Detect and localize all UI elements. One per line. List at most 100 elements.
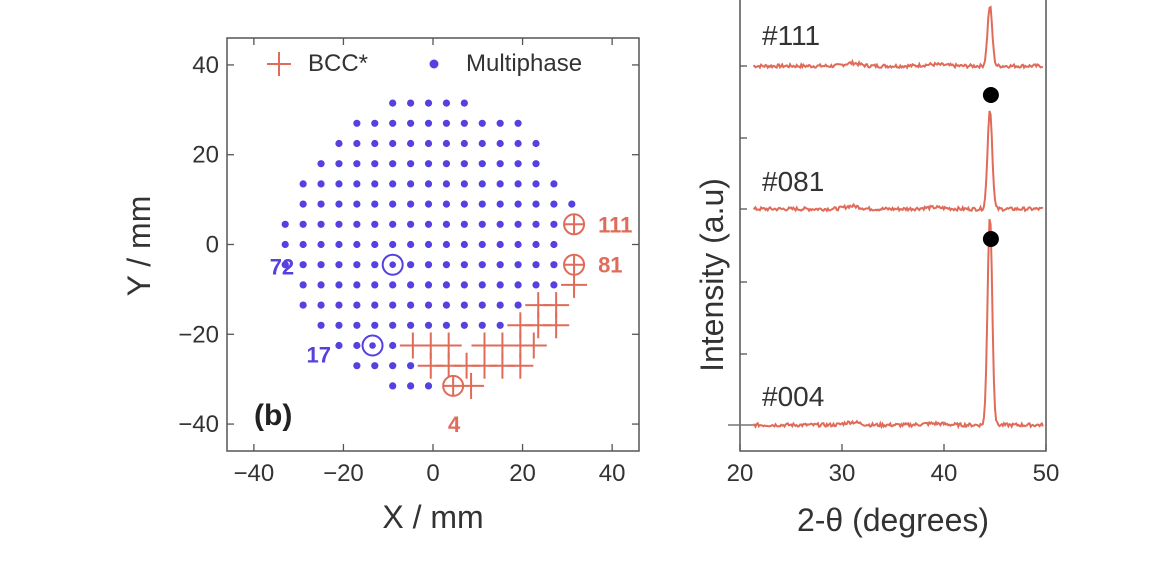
bcc-point xyxy=(561,271,588,298)
multiphase-point xyxy=(460,119,468,127)
multiphase-point xyxy=(496,301,504,309)
peak-marker xyxy=(982,87,999,103)
multiphase-point xyxy=(424,382,433,390)
multiphase-point xyxy=(317,321,325,329)
multiphase-point xyxy=(371,220,379,228)
multiphase-point xyxy=(335,139,343,148)
multiphase-point xyxy=(371,160,379,168)
multiphase-point xyxy=(514,180,522,188)
multiphase-point xyxy=(389,301,397,309)
wafer-map-points xyxy=(281,99,588,399)
multiphase-point xyxy=(442,139,451,148)
multiphase-point xyxy=(514,301,522,309)
xrd-traces xyxy=(752,5,1044,430)
multiphase-point xyxy=(478,240,486,249)
multiphase-point xyxy=(424,281,433,289)
multiphase-point xyxy=(442,281,451,289)
multiphase-point xyxy=(460,160,468,168)
multiphase-point xyxy=(460,261,468,269)
multiphase-point xyxy=(389,220,397,228)
multiphase-point xyxy=(407,200,415,208)
sample-number-label: 72 xyxy=(270,255,294,280)
multiphase-point xyxy=(550,281,558,289)
multiphase-point xyxy=(496,220,504,228)
multiphase-point xyxy=(532,261,540,269)
multiphase-point xyxy=(407,160,415,168)
multiphase-point xyxy=(532,180,540,188)
multiphase-point xyxy=(496,139,504,148)
multiphase-point xyxy=(478,261,486,269)
multiphase-point xyxy=(353,321,361,329)
multiphase-point xyxy=(514,139,522,148)
multiphase-point xyxy=(407,281,415,289)
multiphase-point xyxy=(424,160,433,168)
multiphase-point xyxy=(496,281,504,289)
multiphase-point xyxy=(389,240,397,249)
multiphase-point xyxy=(299,281,307,289)
multiphase-point xyxy=(281,220,289,228)
multiphase-point xyxy=(317,200,325,208)
multiphase-point xyxy=(424,261,433,269)
multiphase-point xyxy=(281,240,289,249)
multiphase-point xyxy=(407,382,415,390)
multiphase-point xyxy=(335,281,343,289)
xrd-trace xyxy=(752,219,1044,430)
multiphase-point xyxy=(335,261,343,269)
multiphase-point xyxy=(335,180,343,188)
multiphase-point xyxy=(353,261,361,269)
trace-label-111: #111 xyxy=(762,20,820,51)
sample-annotation: 17 xyxy=(307,334,384,368)
multiphase-point xyxy=(389,99,397,107)
multiphase-point xyxy=(478,119,486,127)
sample-number-label: 4 xyxy=(448,412,461,437)
multiphase-point xyxy=(317,160,325,168)
multiphase-point xyxy=(496,160,504,168)
multiphase-point xyxy=(424,220,433,228)
multiphase-point xyxy=(442,99,451,107)
multiphase-point xyxy=(335,160,343,168)
xrd-x-tick-label: 40 xyxy=(931,460,958,487)
x-tick-label: −40 xyxy=(234,460,275,487)
multiphase-point xyxy=(389,321,397,329)
multiphase-point xyxy=(478,200,486,208)
panel-label: (b) xyxy=(254,399,292,432)
multiphase-point xyxy=(496,240,504,249)
multiphase-point xyxy=(335,220,343,228)
trace-label-081: #081 xyxy=(762,166,824,197)
multiphase-point xyxy=(353,200,361,208)
xrd-frame xyxy=(739,0,1047,452)
multiphase-point xyxy=(478,301,486,309)
multiphase-point xyxy=(371,261,379,269)
sample-annotation: 111 xyxy=(563,212,632,237)
multiphase-point xyxy=(407,180,415,188)
y-tick-label: 20 xyxy=(192,142,219,169)
multiphase-point xyxy=(371,180,379,188)
multiphase-point xyxy=(407,99,415,107)
multiphase-point xyxy=(514,220,522,228)
multiphase-point xyxy=(299,301,307,309)
multiphase-point xyxy=(371,139,379,148)
multiphase-point xyxy=(514,160,522,168)
legend: BCC* Multiphase xyxy=(267,50,582,77)
multiphase-point xyxy=(407,139,415,148)
multiphase-point xyxy=(335,200,343,208)
multiphase-point xyxy=(496,200,504,208)
y-axis-title-xrd: Intensity (a.u) xyxy=(694,178,730,372)
multiphase-point xyxy=(389,341,397,350)
multiphase-point xyxy=(496,261,504,269)
multiphase-point xyxy=(335,240,343,249)
multiphase-point xyxy=(496,180,504,188)
multiphase-point xyxy=(407,220,415,228)
multiphase-point xyxy=(550,261,558,269)
multiphase-point xyxy=(353,341,361,350)
multiphase-point xyxy=(478,139,486,148)
x-tick-label: −20 xyxy=(323,460,364,487)
multiphase-point xyxy=(478,160,486,168)
xrd-trace xyxy=(753,5,1044,70)
multiphase-point xyxy=(514,200,522,208)
multiphase-point xyxy=(371,301,379,309)
multiphase-point xyxy=(442,220,451,228)
multiphase-point xyxy=(532,240,540,249)
xrd-trace xyxy=(752,110,1044,213)
multiphase-point xyxy=(460,321,468,329)
